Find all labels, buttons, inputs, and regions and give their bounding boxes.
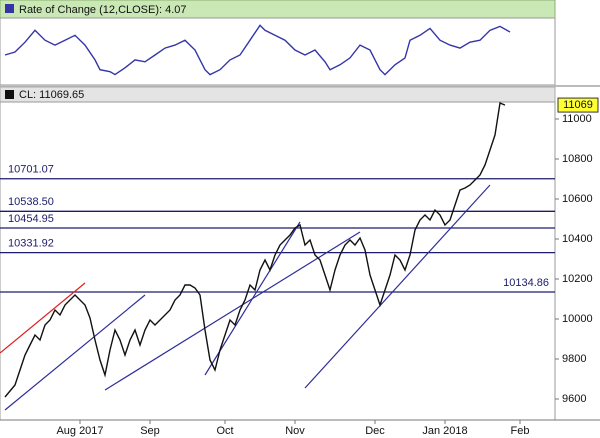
- roc-title: Rate of Change (12,CLOSE): 4.07: [19, 4, 187, 16]
- level-label: 10454.95: [8, 213, 54, 225]
- level-label: 10331.92: [8, 238, 54, 250]
- last-value-label: 11069: [563, 99, 593, 111]
- x-tick-label: Dec: [365, 425, 385, 437]
- y-tick-label: 10000: [562, 313, 593, 325]
- price-icon: [5, 90, 14, 99]
- series-line: [4, 102, 506, 398]
- level-label: 10701.07: [8, 164, 54, 176]
- y-tick-label: 9800: [562, 353, 586, 365]
- y-tick-label: 10600: [562, 193, 593, 205]
- series-line: [4, 24, 511, 76]
- trendline: [0, 282, 86, 354]
- trendline: [304, 184, 491, 389]
- level-label: 10134.86: [503, 277, 549, 289]
- y-tick-label: 11000: [562, 113, 592, 125]
- x-tick-label: Feb: [511, 425, 530, 437]
- last-value-tag: [557, 97, 599, 113]
- x-tick-label: Aug 2017: [56, 425, 103, 437]
- x-tick-label: Sep: [140, 425, 160, 437]
- x-tick-label: Jan 2018: [422, 425, 467, 437]
- x-tick-label: Oct: [216, 425, 233, 437]
- y-tick-label: 9600: [562, 393, 586, 405]
- trendline: [4, 294, 146, 411]
- y-tick-label: 10400: [562, 233, 593, 245]
- y-tick-label: 10800: [562, 153, 593, 165]
- x-tick-label: Nov: [285, 425, 305, 437]
- roc-icon: [5, 4, 14, 13]
- price-title: CL: 11069.65: [19, 89, 84, 101]
- y-tick-label: 10200: [562, 273, 593, 285]
- level-label: 10538.50: [8, 196, 54, 208]
- separator: [0, 85, 600, 87]
